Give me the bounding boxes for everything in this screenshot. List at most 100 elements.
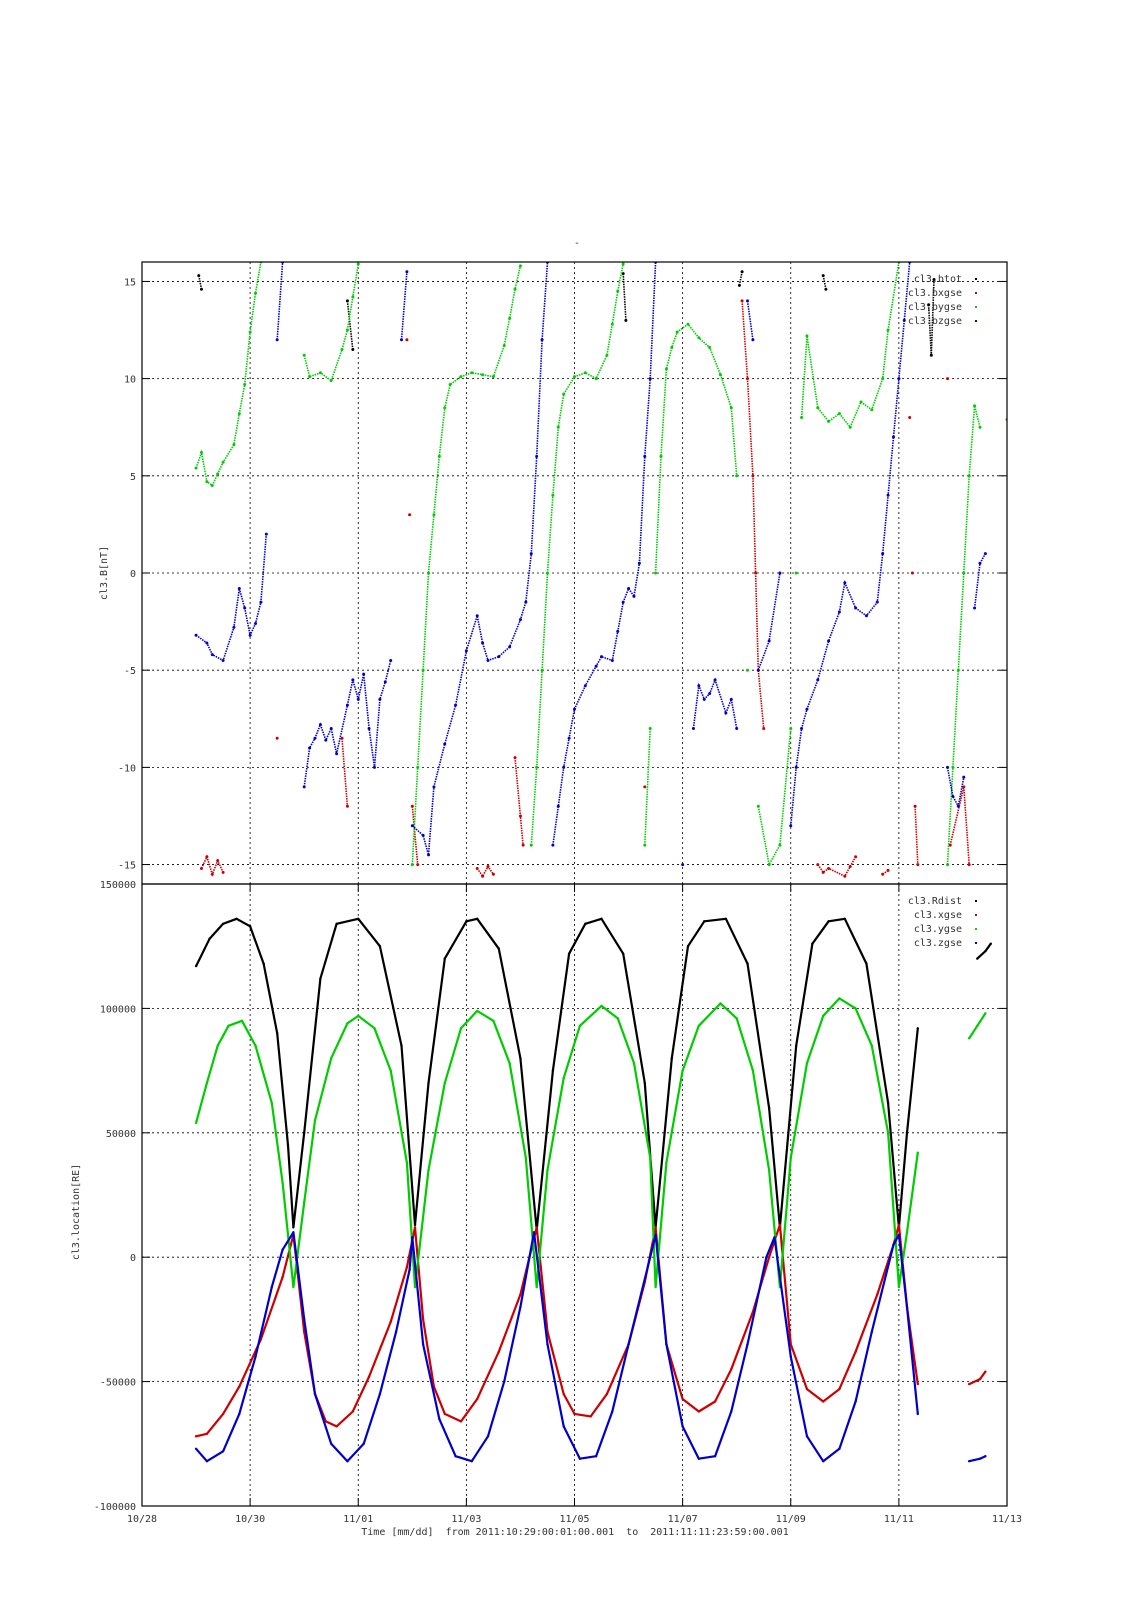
data-point: [459, 1027, 463, 1030]
legend-swatch: [975, 278, 977, 280]
data-point: [427, 1168, 430, 1172]
data-point: [848, 865, 852, 869]
data-point: [408, 513, 412, 517]
data-point: [708, 692, 712, 696]
data-point: [821, 274, 825, 278]
data-point: [567, 952, 571, 955]
data-point: [594, 664, 598, 668]
data-point: [756, 804, 760, 808]
data-point: [389, 1320, 392, 1324]
data-point: [838, 1387, 841, 1391]
data-point: [708, 346, 712, 350]
bottom-plot-area: [194, 917, 992, 1463]
data-point: [648, 727, 652, 730]
data-point: [275, 1032, 279, 1035]
data-point: [232, 443, 236, 447]
data-point: [897, 1233, 901, 1237]
data-point: [621, 272, 625, 276]
data-point: [621, 262, 625, 266]
series-cl3-bzgse: [194, 262, 987, 867]
data-point: [529, 552, 533, 556]
data-point: [838, 997, 841, 1000]
data-point: [897, 1285, 901, 1289]
data-point: [373, 1027, 376, 1030]
data-point: [551, 1069, 555, 1072]
data-point: [313, 736, 317, 740]
series-trace-segment: [400, 271, 408, 340]
data-point: [583, 371, 587, 375]
data-point: [302, 785, 306, 789]
data-point: [697, 684, 701, 688]
data-point: [524, 1156, 528, 1159]
data-point: [221, 1412, 225, 1416]
legend-label: cl3.Rdist: [908, 896, 962, 907]
data-point: [346, 1022, 349, 1025]
data-point: [973, 404, 977, 408]
data-point: [508, 645, 512, 649]
data-point: [751, 1069, 755, 1072]
data-point: [405, 270, 409, 274]
data-point: [816, 406, 820, 410]
data-point: [194, 633, 198, 637]
data-point: [194, 1447, 198, 1450]
data-point: [562, 1425, 565, 1428]
data-point: [264, 532, 268, 536]
legend-swatch: [975, 900, 977, 902]
series-trace-segment: [692, 677, 738, 729]
data-point: [713, 678, 717, 682]
data-point: [216, 859, 220, 863]
data-point: [951, 795, 955, 799]
bottom-y-axis-label: cl3.location[RE]: [71, 1164, 82, 1260]
data-point: [556, 425, 560, 429]
data-point: [199, 450, 203, 454]
legend-label: cl3.bxgse: [908, 288, 962, 299]
data-point: [286, 1144, 290, 1147]
data-point: [432, 785, 436, 789]
data-point: [199, 866, 203, 870]
data-point: [881, 872, 885, 876]
data-point: [643, 785, 647, 789]
data-point: [518, 814, 522, 818]
x-tick-label: 11/11: [884, 1514, 914, 1525]
legend-label: cl3.xgse: [914, 910, 962, 921]
data-point: [854, 606, 858, 610]
data-point: [243, 382, 247, 386]
data-point: [383, 680, 387, 684]
series-trace-segment: [341, 738, 349, 807]
data-point: [789, 1156, 792, 1159]
data-point: [905, 1131, 909, 1135]
series-trace-segment: [276, 262, 284, 340]
legend-label: cl3.zgse: [914, 938, 962, 949]
data-point: [521, 843, 525, 847]
data-point: [232, 625, 236, 629]
data-point: [729, 697, 733, 701]
data-point: [240, 1019, 244, 1023]
data-point: [805, 707, 809, 711]
data-point: [843, 581, 847, 585]
data-point: [967, 863, 971, 867]
data-point: [248, 925, 252, 928]
data-point: [730, 1367, 733, 1371]
data-point: [805, 1387, 809, 1391]
data-point: [413, 1285, 417, 1289]
data-point: [984, 1455, 987, 1458]
data-point: [778, 1223, 782, 1227]
data-point: [313, 1392, 317, 1396]
data-point: [465, 920, 468, 923]
data-point: [762, 727, 766, 730]
data-point: [491, 872, 495, 876]
data-point: [729, 406, 733, 410]
data-point: [611, 1410, 614, 1413]
data-point: [248, 633, 252, 637]
data-point: [389, 1069, 392, 1072]
data-point: [302, 1201, 306, 1204]
series-layer: [194, 262, 1007, 878]
data-point: [746, 962, 749, 965]
data-point: [519, 1056, 522, 1060]
data-point: [535, 765, 539, 769]
data-point: [600, 1004, 603, 1008]
data-point: [681, 1397, 684, 1401]
data-point: [751, 474, 755, 478]
data-point: [740, 270, 744, 274]
